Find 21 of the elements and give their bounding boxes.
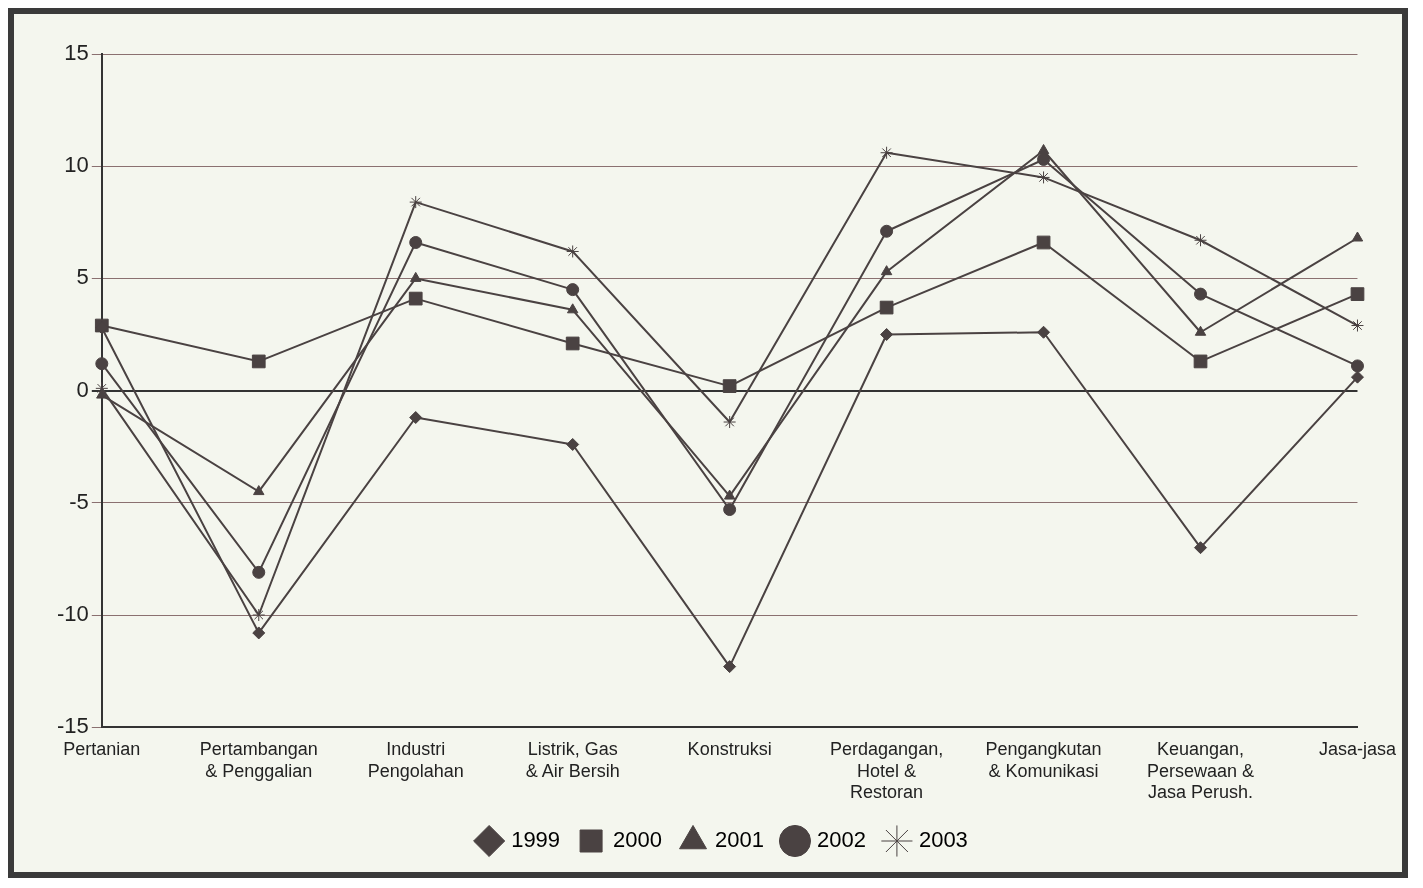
legend-label: 2003: [918, 827, 968, 853]
y-tick-label: -5: [69, 488, 89, 514]
legend-label: 1999: [511, 827, 561, 853]
y-tick-label: 10: [64, 152, 89, 178]
y-tick-label: -15: [57, 713, 89, 739]
x-tick-label: Industri Pengolahan: [367, 738, 464, 781]
x-tick-label: Listrik, Gas & Air Bersih: [525, 738, 620, 781]
legend-label: 2002: [816, 827, 866, 853]
legend-label: 2000: [613, 827, 663, 853]
x-tick-label: Perdagangan, Hotel & Restoran: [830, 738, 944, 803]
x-tick-label: Pertambangan & Penggalian: [199, 738, 318, 781]
y-tick-label: 15: [64, 40, 89, 66]
x-tick-label: Pertanian: [63, 738, 141, 759]
x-tick-label: Keuangan, Persewaan & Jasa Perush.: [1146, 738, 1255, 803]
x-tick-label: Pengangkutan & Komunikasi: [985, 738, 1102, 781]
y-tick-label: -10: [57, 601, 89, 627]
x-tick-label: Jasa-jasa: [1318, 738, 1397, 759]
x-tick-label: Konstruksi: [687, 738, 772, 759]
y-tick-label: 5: [76, 264, 89, 290]
y-tick-label: 0: [76, 376, 89, 402]
legend-label: 2001: [715, 827, 764, 853]
